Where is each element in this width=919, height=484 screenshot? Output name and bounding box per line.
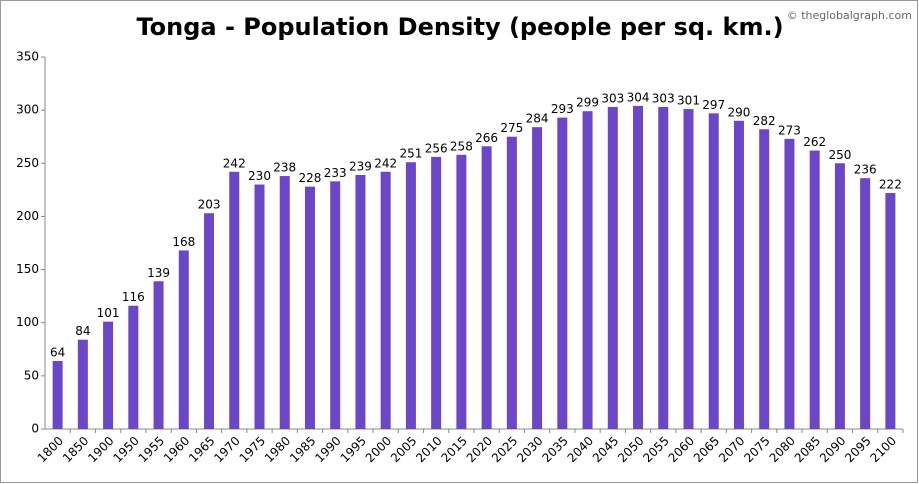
value-label: 250 xyxy=(828,148,851,162)
value-label: 238 xyxy=(273,161,296,175)
bar xyxy=(330,181,341,429)
bar xyxy=(304,186,315,429)
value-label: 203 xyxy=(198,198,221,212)
value-label: 301 xyxy=(677,94,700,108)
value-label: 299 xyxy=(576,96,599,110)
value-label: 293 xyxy=(551,102,574,116)
bar xyxy=(405,162,416,430)
bar xyxy=(582,111,593,429)
bar xyxy=(128,305,139,429)
bar xyxy=(834,163,845,430)
value-label: 239 xyxy=(349,159,372,173)
bar xyxy=(557,117,568,429)
value-label: 64 xyxy=(50,345,65,359)
value-label: 304 xyxy=(627,90,650,104)
bar xyxy=(885,193,896,429)
bar xyxy=(733,120,744,430)
value-label: 256 xyxy=(425,141,448,155)
y-tick-label: 0 xyxy=(31,422,39,436)
value-label: 297 xyxy=(702,98,725,112)
bar xyxy=(683,109,694,429)
value-label: 251 xyxy=(399,147,422,161)
bar xyxy=(809,150,820,429)
y-tick-label: 300 xyxy=(16,103,39,117)
value-label: 236 xyxy=(854,163,877,177)
value-label: 116 xyxy=(122,290,145,304)
bar xyxy=(532,127,543,430)
bar xyxy=(481,146,492,429)
value-label: 284 xyxy=(526,112,549,126)
y-tick-label: 100 xyxy=(16,315,39,329)
bar xyxy=(784,138,795,429)
bar xyxy=(431,156,442,429)
value-label: 266 xyxy=(475,131,498,145)
bar xyxy=(153,281,164,429)
bar xyxy=(708,113,719,430)
y-tick-label: 350 xyxy=(16,50,39,64)
bar xyxy=(860,178,871,429)
bar xyxy=(254,184,265,429)
value-label: 290 xyxy=(728,105,751,119)
bar xyxy=(355,174,366,429)
bar xyxy=(279,176,290,429)
value-label: 262 xyxy=(803,135,826,149)
value-label: 139 xyxy=(147,266,170,280)
value-label: 168 xyxy=(172,235,195,249)
bar xyxy=(103,321,114,429)
value-label: 303 xyxy=(652,91,675,105)
value-label: 230 xyxy=(248,169,271,183)
value-label: 242 xyxy=(223,156,246,170)
bar xyxy=(380,171,391,429)
bar xyxy=(456,154,467,430)
bar xyxy=(204,213,215,429)
y-tick-label: 150 xyxy=(16,262,39,276)
value-label: 303 xyxy=(601,91,624,105)
value-label: 84 xyxy=(75,324,90,338)
value-label: 101 xyxy=(97,306,120,320)
bar xyxy=(633,105,644,430)
y-tick-label: 250 xyxy=(16,156,39,170)
value-label: 233 xyxy=(324,166,347,180)
value-label: 242 xyxy=(374,156,397,170)
bar xyxy=(607,106,618,429)
y-tick-label: 50 xyxy=(24,368,39,382)
bar xyxy=(658,106,669,429)
bar xyxy=(759,129,770,429)
bar xyxy=(229,171,240,429)
bar xyxy=(52,360,63,429)
bar xyxy=(178,250,189,429)
watermark: © theglobalgraph.com xyxy=(787,9,912,22)
value-label: 258 xyxy=(450,139,473,153)
value-label: 275 xyxy=(500,121,523,135)
chart-title: Tonga - Population Density (people per s… xyxy=(136,13,783,41)
value-label: 222 xyxy=(879,178,902,192)
value-label: 282 xyxy=(753,114,776,128)
value-label: 273 xyxy=(778,123,801,137)
value-label: 228 xyxy=(299,171,322,185)
y-tick-label: 200 xyxy=(16,209,39,223)
bar xyxy=(77,339,88,429)
bar xyxy=(506,136,517,429)
